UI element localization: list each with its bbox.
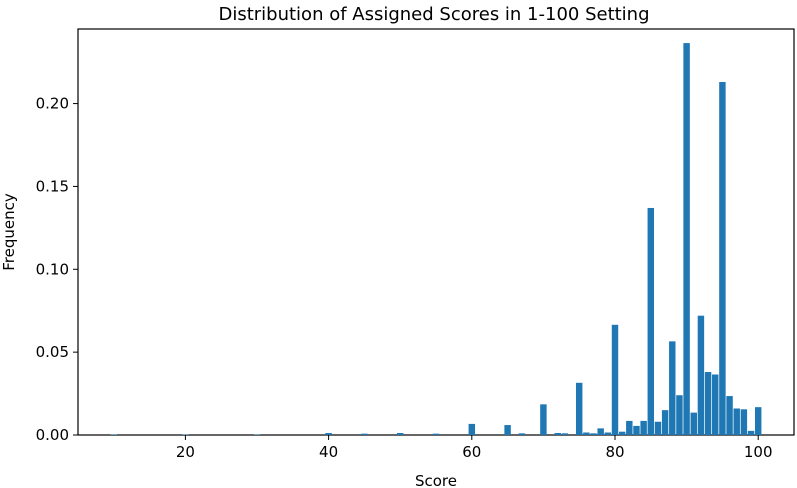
histogram-bar [590, 433, 597, 435]
histogram-bar [325, 433, 332, 435]
histogram-bar [540, 404, 547, 435]
histogram-bar [468, 423, 476, 435]
histogram-bar [669, 341, 676, 435]
histogram-bar [611, 324, 619, 435]
histogram-bar [733, 408, 740, 435]
histogram-bar [754, 407, 762, 435]
histogram-bar [683, 43, 690, 436]
x-tick-label: 20 [176, 443, 195, 461]
histogram-bar [654, 421, 662, 435]
histogram-bar [253, 434, 261, 435]
histogram-bar [640, 420, 647, 435]
histogram-bar [518, 433, 526, 435]
histogram-bar [633, 425, 640, 435]
histogram-bar [697, 315, 705, 435]
histogram-bar [396, 433, 404, 435]
histogram-bar [676, 395, 683, 435]
histogram-bar [561, 433, 569, 435]
histogram-bar [618, 431, 626, 435]
histogram-bar [182, 434, 189, 435]
x-tick-label: 80 [605, 443, 624, 461]
histogram-bar [661, 410, 669, 435]
x-tick-label: 40 [319, 443, 338, 461]
histogram-bar [583, 432, 590, 435]
y-tick-label: 0.10 [36, 260, 69, 278]
y-axis-ticks: 0.00 0.05 0.10 0.15 0.20 [36, 95, 78, 444]
y-tick-label: 0.05 [36, 343, 69, 361]
histogram-bar [110, 434, 118, 435]
y-axis-label: Frequency [0, 193, 18, 271]
y-tick-label: 0.15 [36, 177, 69, 195]
chart-title: Distribution of Assigned Scores in 1-100… [218, 4, 649, 25]
histogram-bar [747, 430, 755, 435]
histogram-bar [690, 412, 697, 435]
histogram-bar [597, 428, 604, 435]
bars-group [110, 43, 762, 436]
histogram-bar [704, 372, 712, 435]
histogram-bar [361, 433, 368, 435]
histogram-bar [647, 207, 655, 435]
histogram-bar [504, 425, 511, 435]
x-axis-label: Score [415, 472, 457, 488]
histogram-bar [712, 374, 719, 435]
histogram-bar [719, 82, 726, 435]
histogram-bar [432, 433, 440, 435]
histogram-bar [604, 432, 612, 435]
histogram-bar [726, 396, 733, 435]
histogram-bar [554, 433, 561, 435]
histogram-bar [575, 382, 583, 435]
histogram-bar [740, 409, 748, 435]
x-tick-label: 60 [462, 443, 481, 461]
y-tick-label: 0.20 [36, 95, 69, 113]
plot-area [77, 28, 795, 436]
x-axis-ticks: 20 40 60 80 100 [176, 435, 773, 461]
y-tick-label: 0.00 [36, 426, 69, 444]
histogram-bar [626, 420, 633, 435]
x-tick-label: 100 [744, 443, 773, 461]
